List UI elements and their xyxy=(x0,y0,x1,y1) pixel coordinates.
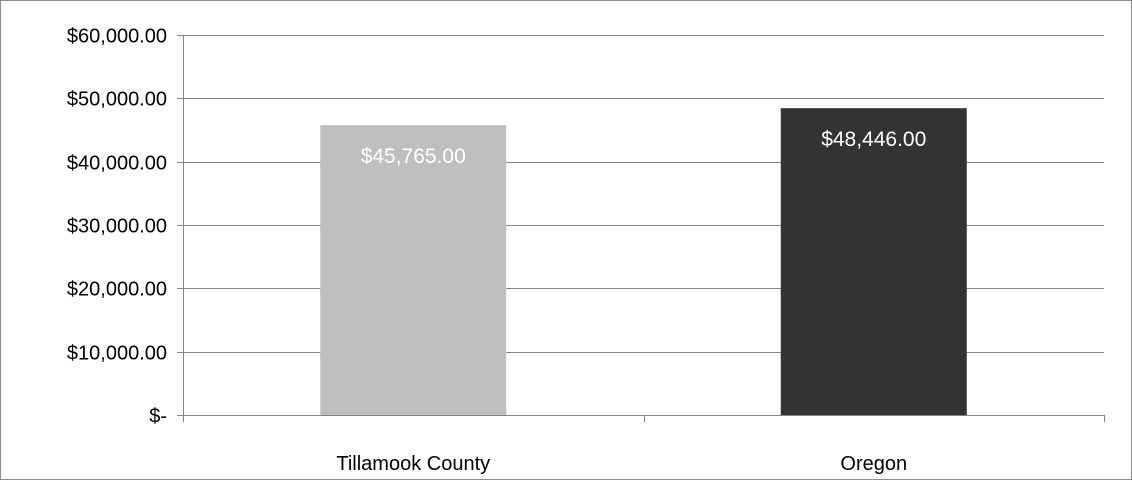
y-tick-label: $40,000.00 xyxy=(67,153,167,175)
bar xyxy=(320,125,507,415)
bar xyxy=(780,108,967,416)
y-tick-label: $30,000.00 xyxy=(67,216,167,238)
x-category-label: Tillamook County xyxy=(336,453,490,475)
data-label: $45,765.00 xyxy=(361,145,466,168)
y-tick-label: $- xyxy=(149,406,167,428)
data-label: $48,446.00 xyxy=(821,128,926,151)
y-tick-label: $60,000.00 xyxy=(67,26,167,48)
y-tick-label: $50,000.00 xyxy=(67,89,167,111)
y-tick-label: $10,000.00 xyxy=(67,343,167,365)
x-category-label: Oregon xyxy=(840,453,907,475)
y-tick-label: $20,000.00 xyxy=(67,279,167,301)
